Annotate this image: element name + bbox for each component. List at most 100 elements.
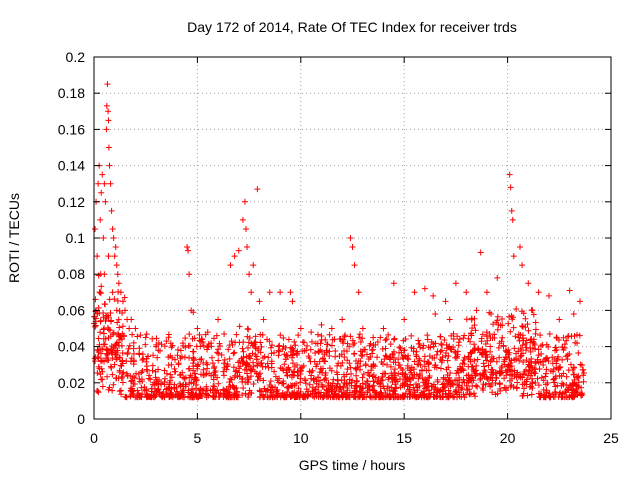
data-point bbox=[461, 354, 468, 361]
data-point bbox=[100, 235, 107, 241]
data-point bbox=[95, 347, 102, 354]
data-point bbox=[563, 393, 570, 400]
data-point bbox=[95, 272, 102, 279]
data-point bbox=[387, 356, 394, 363]
data-point bbox=[455, 342, 462, 349]
data-point bbox=[489, 366, 496, 373]
data-point bbox=[406, 388, 413, 395]
data-point bbox=[240, 359, 247, 366]
data-point bbox=[221, 330, 228, 337]
data-point bbox=[155, 340, 162, 347]
data-point bbox=[145, 375, 152, 382]
data-point bbox=[430, 381, 437, 388]
data-point bbox=[215, 393, 222, 400]
data-point bbox=[451, 348, 458, 355]
data-point bbox=[260, 377, 267, 384]
data-point bbox=[255, 345, 262, 352]
data-point bbox=[575, 374, 582, 381]
data-point bbox=[231, 253, 238, 260]
data-point bbox=[332, 388, 339, 395]
data-point bbox=[208, 340, 215, 347]
data-point bbox=[344, 340, 351, 347]
data-point bbox=[460, 367, 467, 374]
data-point bbox=[136, 350, 143, 357]
data-point bbox=[296, 394, 303, 401]
data-point bbox=[447, 383, 454, 390]
data-point bbox=[248, 390, 255, 397]
data-point bbox=[119, 379, 126, 386]
data-point bbox=[347, 333, 354, 340]
data-point bbox=[126, 342, 133, 349]
data-point bbox=[368, 363, 375, 370]
data-point bbox=[339, 316, 346, 323]
data-point bbox=[115, 288, 122, 295]
data-point bbox=[468, 363, 475, 370]
data-point bbox=[212, 387, 219, 394]
data-point bbox=[326, 353, 333, 360]
data-point bbox=[323, 347, 330, 354]
data-point bbox=[196, 387, 203, 394]
data-point bbox=[558, 373, 565, 380]
data-point bbox=[118, 342, 125, 349]
data-point bbox=[529, 385, 536, 392]
data-point bbox=[113, 307, 120, 314]
data-point bbox=[414, 387, 421, 394]
data-point bbox=[177, 393, 184, 400]
data-point bbox=[239, 345, 246, 352]
data-point bbox=[340, 383, 347, 390]
data-point bbox=[511, 345, 518, 352]
data-point bbox=[321, 392, 328, 399]
data-point bbox=[101, 341, 108, 348]
data-point bbox=[186, 271, 193, 278]
data-point bbox=[506, 355, 513, 362]
data-point bbox=[347, 364, 354, 371]
data-point bbox=[471, 390, 478, 397]
data-point bbox=[197, 393, 204, 400]
data-point bbox=[102, 198, 109, 205]
data-point bbox=[535, 352, 542, 359]
data-point bbox=[446, 374, 453, 381]
y-axis-label: ROTI / TECUs bbox=[6, 193, 22, 283]
data-point bbox=[291, 338, 298, 345]
data-point bbox=[101, 325, 108, 332]
data-point bbox=[432, 384, 439, 391]
data-point bbox=[104, 357, 111, 364]
data-point bbox=[332, 390, 339, 397]
data-point bbox=[407, 382, 414, 389]
data-point bbox=[289, 298, 296, 305]
data-point bbox=[248, 373, 255, 380]
data-point bbox=[384, 385, 391, 392]
data-point bbox=[326, 365, 333, 372]
data-point bbox=[134, 333, 141, 340]
data-point bbox=[346, 343, 353, 350]
data-point bbox=[186, 342, 193, 349]
data-point bbox=[128, 386, 135, 393]
data-point bbox=[182, 344, 189, 351]
data-point bbox=[163, 370, 170, 377]
data-point bbox=[275, 352, 282, 359]
data-point bbox=[383, 336, 390, 343]
data-point bbox=[177, 372, 184, 379]
data-point bbox=[341, 380, 348, 387]
data-point bbox=[391, 366, 398, 373]
data-point bbox=[566, 287, 573, 294]
data-point bbox=[257, 375, 264, 382]
data-point bbox=[353, 372, 360, 379]
data-point bbox=[244, 333, 251, 340]
data-point bbox=[359, 394, 366, 401]
data-point bbox=[220, 372, 227, 379]
data-point bbox=[245, 354, 252, 361]
data-point bbox=[305, 353, 312, 360]
data-point bbox=[265, 354, 272, 361]
data-point bbox=[227, 262, 234, 269]
data-point bbox=[453, 388, 460, 395]
data-point bbox=[287, 289, 294, 296]
data-point bbox=[184, 244, 191, 251]
data-point bbox=[309, 367, 316, 374]
data-point bbox=[127, 393, 134, 400]
data-point bbox=[364, 389, 371, 396]
data-point bbox=[571, 381, 578, 388]
data-point bbox=[463, 289, 470, 296]
y-tick-label: 0.06 bbox=[58, 302, 85, 318]
data-point bbox=[390, 359, 397, 366]
